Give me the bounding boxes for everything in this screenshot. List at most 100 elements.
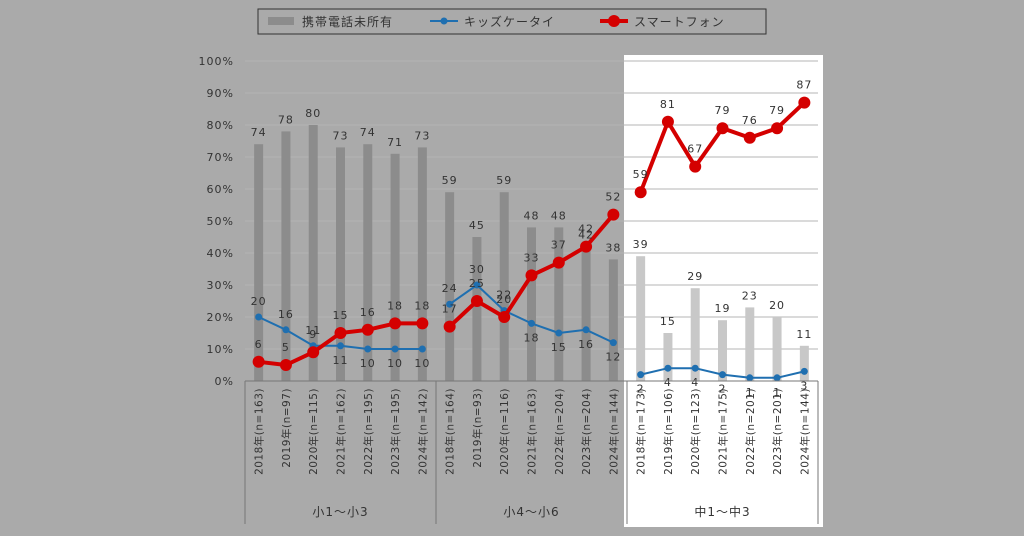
data-point	[689, 160, 702, 173]
data-point	[580, 240, 593, 253]
smartphone-value-label: 37	[551, 239, 567, 252]
x-tick-label: 2024年(n=144)	[607, 388, 620, 475]
bar-value-label: 74	[360, 126, 376, 139]
data-point	[446, 300, 454, 308]
bar-series	[254, 125, 809, 381]
bar-value-label: 73	[333, 129, 349, 142]
data-point	[334, 327, 347, 339]
x-tick-label: 2018年(n=164)	[444, 388, 457, 475]
kids-phone-value-label: 20	[251, 295, 267, 308]
smartphone-value-label: 59	[633, 168, 649, 181]
data-point	[416, 317, 429, 330]
kids-phone-value-label: 10	[387, 357, 403, 370]
bar	[663, 333, 673, 381]
data-point	[552, 256, 565, 269]
data-point	[773, 374, 781, 382]
smartphone-value-label: 25	[469, 277, 485, 290]
data-point	[661, 115, 674, 128]
data-point	[555, 329, 563, 337]
bar	[581, 246, 591, 381]
data-point	[800, 367, 808, 375]
data-point	[743, 131, 756, 144]
smartphone-value-label: 87	[796, 79, 812, 92]
smartphone-value-label: 33	[524, 251, 540, 264]
data-point	[255, 313, 263, 321]
data-point	[337, 342, 344, 350]
legend-label: 携帯電話未所有	[302, 14, 393, 29]
x-tick-label: 2024年(n=144)	[798, 388, 811, 475]
bar-value-label: 80	[305, 107, 321, 120]
bar	[772, 317, 782, 381]
smartphone-value-label: 42	[578, 223, 594, 236]
kids-phone-value-label: 10	[360, 357, 376, 370]
y-tick-label: 70%	[207, 151, 234, 164]
bar-value-label: 20	[769, 299, 785, 312]
bar-value-label: 48	[551, 209, 567, 222]
data-point	[607, 208, 620, 221]
data-point	[719, 371, 726, 379]
bar	[254, 144, 264, 381]
data-point	[609, 339, 617, 347]
bar	[390, 153, 400, 381]
kids-phone-value-label: 11	[333, 354, 349, 367]
bar	[445, 192, 455, 381]
bar	[417, 147, 427, 381]
legend: 携帯電話未所有 キッズケータイ スマートフォン	[257, 8, 767, 35]
kids-phone-value-label: 24	[442, 282, 458, 295]
bar	[608, 259, 618, 381]
bar-value-label: 73	[414, 129, 430, 142]
bar-value-label: 48	[524, 209, 540, 222]
legend-label: キッズケータイ	[464, 14, 555, 29]
bar	[281, 131, 291, 381]
x-tick-label: 2019年(n=93)	[471, 388, 484, 468]
bar-value-label: 59	[442, 174, 458, 187]
data-point	[443, 320, 456, 333]
x-tick-label: 2021年(n=162)	[335, 388, 348, 475]
kids-phone-value-label: 16	[578, 338, 594, 351]
smartphone-value-label: 20	[496, 293, 512, 306]
bar-value-label: 23	[742, 289, 758, 302]
smartphone-value-label: 76	[742, 114, 758, 127]
data-point	[391, 345, 399, 353]
data-point	[307, 346, 320, 359]
smartphone-value-label: 79	[769, 104, 785, 117]
kids-phone-value-label: 12	[605, 351, 621, 364]
smartphone-value-label: 6	[255, 338, 263, 351]
legend-marker	[608, 15, 620, 27]
kids-phone-value-label: 30	[469, 263, 485, 276]
bar	[554, 227, 564, 381]
group-label: 小4〜小6	[503, 505, 559, 519]
data-point	[528, 319, 535, 327]
smartphone-value-label: 81	[660, 98, 676, 111]
kids-phone-value-label: 4	[691, 376, 699, 389]
x-tick-label: 2024年(n=142)	[416, 388, 429, 475]
kids-phone-value-label: 11	[305, 324, 321, 337]
legend-box	[257, 8, 767, 35]
bar	[472, 237, 482, 381]
line-series	[252, 96, 811, 382]
x-tick-label: 2022年(n=195)	[362, 388, 375, 475]
bar	[690, 288, 700, 381]
bar-value-label: 19	[715, 302, 731, 315]
x-tick-label: 2021年(n=175)	[717, 388, 730, 475]
bar-value-label: 78	[278, 113, 294, 126]
kids-phone-value-label: 1	[746, 386, 754, 399]
bar-value-label: 15	[660, 315, 676, 328]
bar	[336, 147, 345, 381]
bar-value-label: 38	[605, 241, 621, 254]
x-tick-label: 2019年(n=97)	[280, 388, 293, 468]
data-point	[473, 281, 481, 289]
smartphone-value-label: 52	[605, 191, 621, 204]
kids-phone-value-label: 1	[773, 386, 781, 399]
kids-phone-value-label: 16	[278, 308, 294, 321]
bar	[799, 345, 809, 381]
data-point	[771, 122, 784, 135]
group-label: 小1〜小3	[312, 505, 368, 519]
x-tick-label: 2021年(n=163)	[526, 388, 539, 475]
data-point	[798, 96, 811, 109]
kids-phone-value-label: 4	[664, 376, 672, 389]
bar	[636, 256, 646, 381]
axes: 0% 10% 20% 30% 40% 50% 60% 70% 80% 90% 100% 小1〜小3 小4…	[199, 55, 819, 524]
y-tick-label: 0%	[215, 375, 234, 388]
